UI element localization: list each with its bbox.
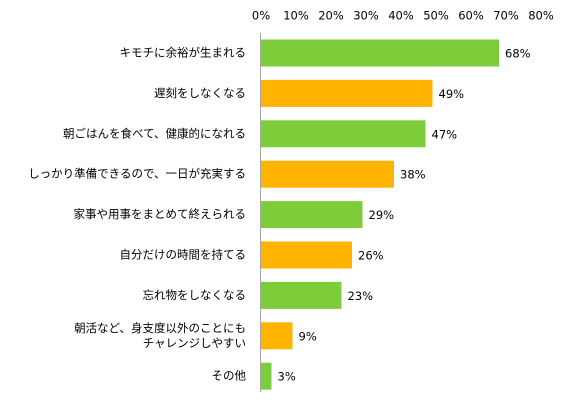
category-label: 朝活など、身支度以外のことにも [74, 321, 246, 335]
value-label: 9% [299, 329, 317, 343]
category-label: 遅刻をしなくなる [154, 86, 246, 100]
bar [261, 201, 363, 229]
value-label: 68% [505, 47, 531, 61]
category-label: しっかり準備できるので、一日が充実する [28, 167, 246, 181]
value-label: 29% [369, 208, 395, 222]
tick-label: 60% [458, 9, 484, 23]
category-label: キモチに余裕が生まれる [120, 46, 247, 60]
tick-label: 0% [252, 9, 270, 23]
category-label: チャレンジしやすい [143, 336, 246, 350]
tick-label: 20% [318, 9, 344, 23]
tick-label: 10% [283, 9, 309, 23]
tick-label: 40% [388, 9, 414, 23]
tick-label: 70% [493, 9, 519, 23]
category-label: その他 [212, 369, 247, 383]
bar [261, 160, 394, 188]
value-label: 47% [432, 127, 458, 141]
bar [261, 241, 352, 269]
bar [261, 79, 433, 107]
bar [261, 362, 272, 390]
tick-label: 30% [353, 9, 379, 23]
category-label: 忘れ物をしなくなる [143, 288, 247, 302]
bar [261, 39, 499, 67]
value-label: 49% [439, 87, 465, 101]
value-label: 26% [358, 249, 384, 263]
bar [261, 120, 426, 148]
value-label: 23% [348, 289, 374, 303]
bar [261, 281, 342, 309]
bar [261, 322, 293, 350]
value-label: 3% [278, 370, 296, 384]
category-label: 朝ごはんを食べて、健康的になれる [63, 126, 246, 140]
category-label: 家事や用事をまとめて終えられる [74, 207, 247, 221]
tick-label: 50% [423, 9, 449, 23]
category-label: 自分だけの時間を持てる [120, 248, 247, 262]
value-label: 38% [400, 168, 426, 182]
tick-label: 80% [528, 9, 554, 23]
